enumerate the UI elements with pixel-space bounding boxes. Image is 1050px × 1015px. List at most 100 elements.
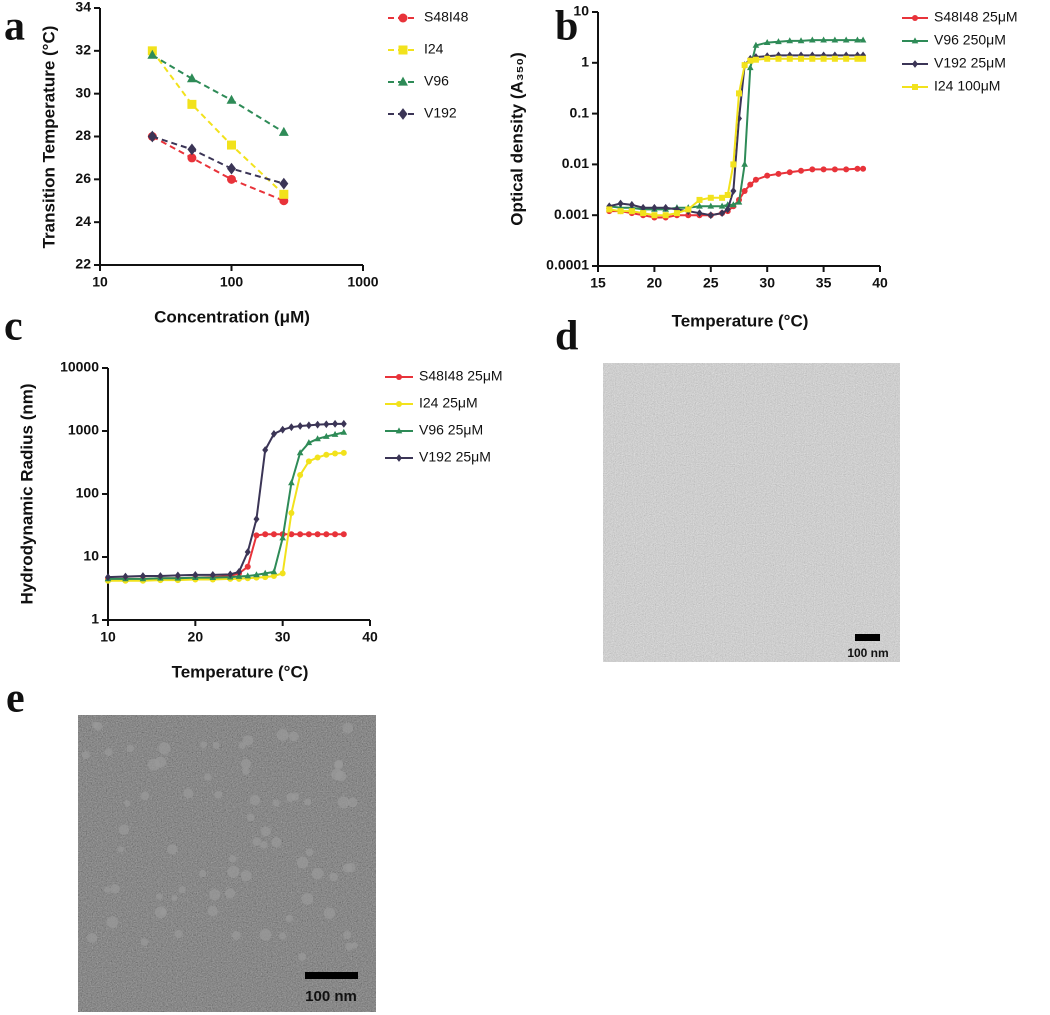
particle <box>271 836 282 848</box>
data-point <box>270 568 278 575</box>
data-point <box>707 194 714 201</box>
legend-marker <box>911 37 919 44</box>
particle <box>106 916 119 929</box>
data-point <box>707 202 715 209</box>
particle <box>311 867 324 880</box>
particle <box>110 884 120 894</box>
particles <box>81 721 358 961</box>
y-tick-label: 30 <box>75 84 91 100</box>
legend-label: V192 25μM <box>934 55 1006 71</box>
data-point <box>270 572 277 579</box>
data-point <box>279 570 286 577</box>
data-point <box>323 531 330 538</box>
data-point <box>696 202 703 209</box>
data-point <box>752 56 759 63</box>
sem-image <box>78 715 376 1012</box>
data-point <box>147 49 158 59</box>
scale-bar-label: 100 nm <box>847 646 888 660</box>
data-point <box>651 203 658 212</box>
y-tick-label: 0.01 <box>562 155 589 171</box>
particle <box>329 872 338 882</box>
data-point <box>820 55 827 62</box>
particle <box>214 790 223 799</box>
data-point <box>764 55 771 62</box>
data-point <box>640 210 647 217</box>
data-point <box>297 422 304 430</box>
y-tick-label: 32 <box>75 42 91 58</box>
data-point <box>831 36 839 43</box>
particle <box>288 731 299 742</box>
data-point <box>651 212 658 219</box>
particle <box>337 796 350 809</box>
particle <box>227 865 240 878</box>
particle <box>285 914 293 923</box>
legend-marker <box>396 454 402 462</box>
particle <box>229 855 237 863</box>
data-point <box>809 36 816 43</box>
particle <box>209 889 221 901</box>
particle <box>156 893 163 900</box>
data-point <box>860 55 867 62</box>
data-point <box>718 202 726 209</box>
data-point <box>831 55 838 62</box>
legend-label: V192 25μM <box>419 449 491 465</box>
data-point <box>730 201 737 208</box>
data-point <box>340 428 348 435</box>
particle <box>160 908 167 915</box>
particle <box>225 888 236 899</box>
data-point <box>331 430 339 437</box>
panel-letter: e <box>6 676 25 722</box>
particle <box>199 870 207 877</box>
data-point <box>809 166 816 173</box>
data-point <box>843 166 850 173</box>
data-point <box>296 449 304 456</box>
particle <box>174 930 183 939</box>
scale-bar <box>855 634 880 641</box>
data-point <box>227 570 234 579</box>
particle <box>231 931 241 940</box>
particle <box>243 735 254 746</box>
data-point <box>340 531 347 538</box>
particle <box>260 826 271 837</box>
data-point <box>288 509 295 516</box>
data-point <box>253 515 260 523</box>
data-point <box>187 153 197 163</box>
data-point <box>227 162 236 175</box>
panel-letter: b <box>555 4 578 50</box>
series-line <box>151 50 285 196</box>
micrograph-e: 100 nm <box>78 715 376 1012</box>
y-tick-label: 10 <box>573 3 589 19</box>
series-line <box>107 422 344 579</box>
tem-image <box>603 363 900 662</box>
y-tick-label: 10 <box>83 548 99 564</box>
data-point <box>288 479 295 486</box>
particle <box>343 930 352 940</box>
x-tick-label: 40 <box>872 275 888 291</box>
particle <box>323 907 336 919</box>
data-point <box>340 419 347 428</box>
particle <box>342 863 352 873</box>
y-tick-label: 0.1 <box>570 104 590 120</box>
particle <box>167 844 178 855</box>
data-point <box>820 166 827 173</box>
data-point <box>139 572 146 580</box>
data-point <box>244 548 251 556</box>
particle <box>87 932 98 943</box>
particle <box>301 893 314 905</box>
series-line <box>108 533 344 580</box>
particle <box>126 744 135 753</box>
data-point <box>253 532 260 539</box>
x-tick-label: 20 <box>647 275 663 291</box>
particle <box>276 729 289 741</box>
particle <box>240 870 252 882</box>
data-point <box>662 212 669 219</box>
y-tick-label: 10000 <box>60 359 99 375</box>
legend-label: V96 25μM <box>419 422 483 438</box>
data-point <box>842 36 850 43</box>
data-point <box>730 187 737 195</box>
data-point <box>736 90 742 97</box>
data-point <box>662 203 669 212</box>
x-tick-label: 20 <box>188 629 204 645</box>
legend-marker <box>398 108 408 120</box>
legend-label: V192 <box>424 105 457 121</box>
